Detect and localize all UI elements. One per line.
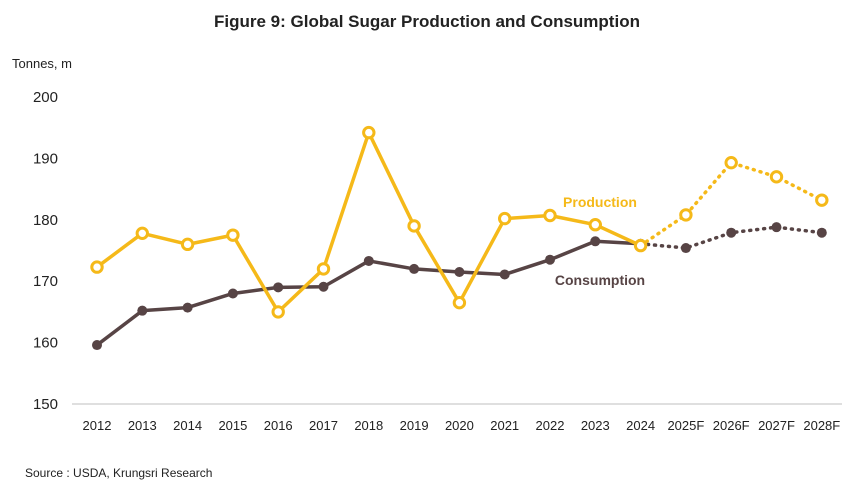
data-point-production [316,262,331,276]
data-point-production [135,226,150,241]
data-point-consumption [227,288,238,299]
x-tick-label: 2023 [581,418,610,433]
y-tick-label: 190 [33,150,58,167]
data-point-production [498,211,512,226]
data-point-production [271,305,285,319]
data-point-consumption [318,281,329,292]
data-point-production [724,155,738,170]
y-tick-label: 180 [33,212,58,229]
data-point-production [180,237,195,252]
data-point-consumption [409,263,420,274]
data-point-consumption [363,255,374,266]
x-tick-label: 2015 [218,418,247,433]
data-point-consumption [273,282,284,293]
data-point-consumption [771,222,782,233]
x-tick-label: 2012 [83,418,112,433]
data-point-production [452,295,467,310]
data-point-production [543,208,557,223]
y-axis-label: Tonnes, m [12,56,72,71]
x-tick-label: 2016 [264,418,293,433]
x-tick-label: 2013 [128,418,157,433]
x-tick-label: 2027F [758,418,795,433]
data-point-consumption [92,340,102,351]
data-point-production [588,218,602,232]
data-point-production [90,260,104,274]
y-tick-label: 150 [33,396,58,413]
series-label-production: Production [563,194,637,210]
data-point-consumption [816,227,827,238]
x-tick-label: 2014 [173,418,202,433]
y-tick-labels: 150 160 170 180 190 200 [33,89,58,413]
x-tick-label: 2022 [536,418,565,433]
data-point-production [633,238,648,253]
x-tick-label: 2017 [309,418,338,433]
x-tick-label: 2025F [667,418,704,433]
series-forecast-line-production [638,160,824,248]
data-point-production [362,125,376,140]
y-tick-label: 160 [33,335,58,352]
data-point-production [226,228,240,242]
x-tick-label: 2018 [354,418,383,433]
x-tick-label: 2020 [445,418,474,433]
source-note: Source : USDA, Krungsri Research [25,466,213,480]
data-point-consumption [680,243,691,254]
data-point-production [407,219,421,233]
data-point-production [815,193,829,207]
data-point-consumption [499,269,510,280]
chart-title: Figure 9: Global Sugar Production and Co… [214,12,640,31]
data-point-consumption [137,305,148,316]
series-layer [90,125,829,351]
data-point-consumption [726,227,737,238]
data-point-consumption [182,302,193,313]
data-point-consumption [454,266,465,277]
data-point-production [679,208,693,222]
data-point-consumption [545,254,555,265]
x-tick-label: 2019 [400,418,429,433]
data-point-production [769,170,784,184]
y-tick-label: 170 [33,273,58,290]
x-tick-label: 2024 [626,418,655,433]
y-tick-label: 200 [33,89,58,106]
x-tick-labels: 2012 2013 2014 2015 2016 2017 2018 2019 2020 2021… [83,418,841,433]
data-point-consumption [590,236,601,247]
x-tick-label: 2028F [803,418,840,433]
x-tick-label: 2026F [713,418,750,433]
series-label-consumption: Consumption [555,272,645,288]
x-tick-label: 2021 [490,418,519,433]
